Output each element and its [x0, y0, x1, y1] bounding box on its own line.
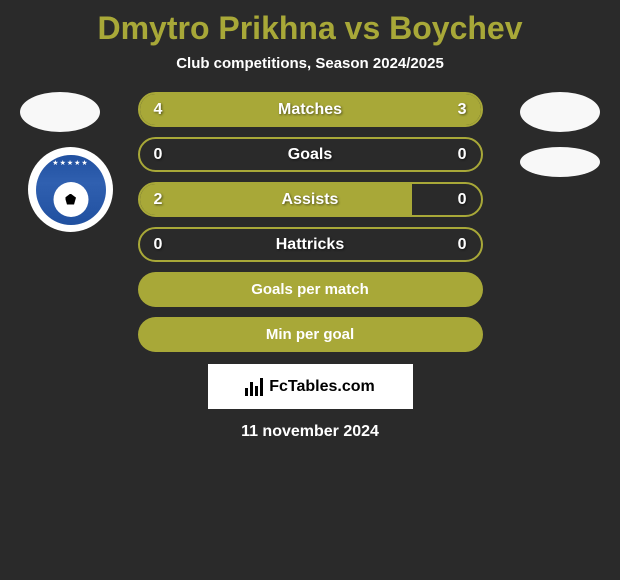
- club-badge-inner: ★★★★★: [36, 155, 106, 225]
- stat-value-left: 0: [154, 236, 163, 254]
- subtitle: Club competitions, Season 2024/2025: [176, 55, 444, 72]
- player-right-avatar: [520, 92, 600, 132]
- stat-row-goals: 0 Goals 0: [138, 137, 483, 172]
- branding-badge: FcTables.com: [208, 364, 413, 409]
- stat-fill-left: [140, 184, 413, 215]
- stat-label: Hattricks: [276, 236, 344, 254]
- club-badge: ★★★★★: [28, 147, 113, 232]
- stat-label: Assists: [282, 191, 339, 209]
- stat-value-right: 3: [458, 101, 467, 119]
- stat-label: Min per goal: [266, 326, 354, 343]
- stat-value-left: 0: [154, 146, 163, 164]
- stat-row-hattricks: 0 Hattricks 0: [138, 227, 483, 262]
- player-left-avatar: [20, 92, 100, 132]
- stat-row-min-per-goal: Min per goal: [138, 317, 483, 352]
- branding-text: FcTables.com: [269, 378, 375, 396]
- stat-label: Goals: [288, 146, 332, 164]
- stat-value-right: 0: [458, 191, 467, 209]
- player-right-avatar-2: [520, 147, 600, 177]
- stats-area: ★★★★★ 4 Matches 3 0 Goals 0: [0, 92, 620, 352]
- main-container: Dmytro Prikhna vs Boychev Club competiti…: [0, 0, 620, 451]
- stat-row-goals-per-match: Goals per match: [138, 272, 483, 307]
- soccer-ball-icon: [53, 182, 88, 217]
- stat-value-left: 4: [154, 101, 163, 119]
- page-title: Dmytro Prikhna vs Boychev: [97, 10, 522, 47]
- date-text: 11 november 2024: [241, 423, 379, 441]
- stat-row-matches: 4 Matches 3: [138, 92, 483, 127]
- stat-value-right: 0: [458, 146, 467, 164]
- stat-value-right: 0: [458, 236, 467, 254]
- stat-label: Matches: [278, 101, 342, 119]
- stat-value-left: 2: [154, 191, 163, 209]
- stat-label: Goals per match: [251, 281, 369, 298]
- stat-row-assists: 2 Assists 0: [138, 182, 483, 217]
- club-stars-icon: ★★★★★: [36, 159, 106, 167]
- bar-chart-icon: [245, 378, 263, 396]
